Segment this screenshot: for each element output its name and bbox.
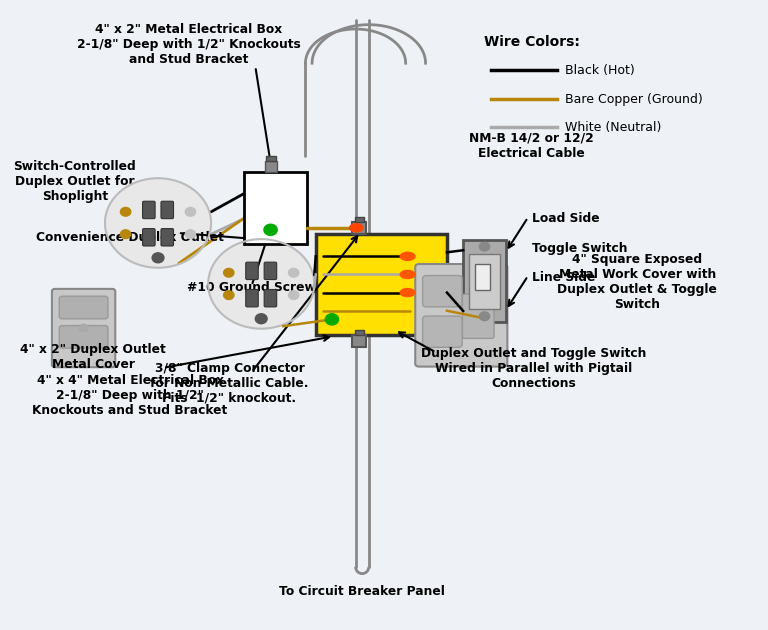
Circle shape [289,291,299,299]
FancyBboxPatch shape [415,264,508,367]
FancyBboxPatch shape [59,326,108,348]
Circle shape [223,268,234,277]
Text: Black (Hot): Black (Hot) [564,64,634,77]
Text: White (Neutral): White (Neutral) [564,122,661,134]
Text: Line Side: Line Side [531,272,595,285]
Circle shape [289,268,299,277]
Bar [353,335,366,347]
Text: To Circuit Breaker Panel: To Circuit Breaker Panel [280,585,445,598]
FancyBboxPatch shape [264,290,276,307]
Circle shape [121,207,131,216]
Text: 3/8" Clamp Connector
for Non-Metallic Cable.
Fits  1/2" knockout.: 3/8" Clamp Connector for Non-Metallic Ca… [151,362,309,404]
Ellipse shape [400,289,415,297]
Text: Switch-Controlled
Duplex Outlet for
Shoplight: Switch-Controlled Duplex Outlet for Shop… [13,159,136,203]
Text: 4" x 4" Metal Electrical Box
2-1/8" Deep with 1/2"
Knockouts and Stud Bracket: 4" x 4" Metal Electrical Box 2-1/8" Deep… [32,374,227,417]
Text: Convenience Duplex Outlet: Convenience Duplex Outlet [36,231,224,244]
Bar [266,156,276,161]
Ellipse shape [349,224,363,232]
Circle shape [255,314,267,324]
Text: Wire Colors:: Wire Colors: [484,35,580,49]
Text: Duplex Outlet and Toggle Switch
Wired in Parallel with Pigtail
Connections: Duplex Outlet and Toggle Switch Wired in… [421,347,647,391]
Bar [463,241,506,323]
Circle shape [208,239,314,329]
FancyBboxPatch shape [462,294,494,338]
Bar [355,330,364,335]
Circle shape [79,324,88,332]
FancyBboxPatch shape [246,262,258,280]
Bar [475,264,490,290]
Text: NM-B 14/2 or 12/2
Electrical Cable: NM-B 14/2 or 12/2 Electrical Cable [469,132,594,159]
Circle shape [326,314,339,325]
Bar [265,161,277,172]
Circle shape [185,230,196,239]
Bar [355,217,364,222]
Text: 4" x 2" Duplex Outlet
Metal Cover: 4" x 2" Duplex Outlet Metal Cover [20,343,166,371]
FancyBboxPatch shape [143,229,155,246]
Text: 4" x 2" Metal Electrical Box
2-1/8" Deep with 1/2" Knockouts
and Stud Bracket: 4" x 2" Metal Electrical Box 2-1/8" Deep… [77,23,301,66]
FancyBboxPatch shape [161,229,174,246]
Text: Toggle Switch: Toggle Switch [531,242,627,255]
FancyBboxPatch shape [161,201,174,219]
Circle shape [105,178,211,268]
Bar [244,172,307,244]
Bar [353,222,366,234]
Circle shape [223,291,234,299]
Text: Bare Copper (Ground): Bare Copper (Ground) [564,93,703,106]
FancyBboxPatch shape [264,262,276,280]
Text: Load Side: Load Side [531,212,599,226]
FancyBboxPatch shape [422,275,462,307]
Circle shape [264,224,277,236]
FancyBboxPatch shape [52,289,115,367]
Circle shape [185,207,196,216]
Bar [469,254,500,309]
Ellipse shape [400,270,415,278]
FancyBboxPatch shape [246,290,258,307]
Circle shape [152,253,164,263]
Circle shape [479,243,490,251]
FancyBboxPatch shape [59,296,108,319]
Text: 4" Square Exposed
Metal Work Cover with
Duplex Outlet & Toggle
Switch: 4" Square Exposed Metal Work Cover with … [558,253,717,311]
FancyBboxPatch shape [422,316,462,347]
Bar [316,234,447,335]
Text: #10 Ground Screw: #10 Ground Screw [187,281,316,294]
Ellipse shape [400,252,415,260]
FancyBboxPatch shape [143,201,155,219]
Circle shape [479,312,490,321]
Circle shape [121,230,131,239]
